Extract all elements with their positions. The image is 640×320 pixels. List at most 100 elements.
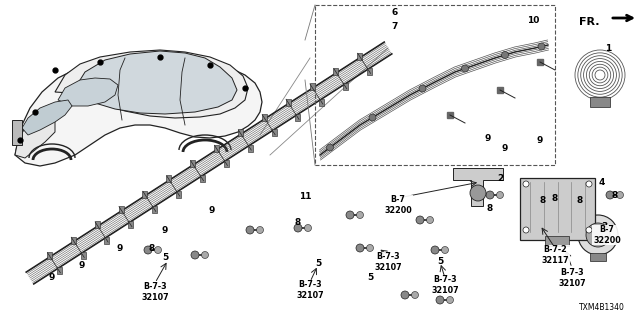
Text: B-7-3
32107: B-7-3 32107 [431,275,459,295]
Text: B-7-2
32117: B-7-2 32117 [541,245,569,265]
Bar [296,114,300,121]
Text: 9: 9 [49,273,55,282]
Circle shape [436,296,444,304]
Circle shape [431,246,439,254]
Circle shape [442,246,449,253]
Text: 9: 9 [117,244,123,252]
Bar [200,175,205,182]
Circle shape [523,181,529,187]
Text: 5: 5 [315,259,321,268]
Circle shape [367,244,374,252]
Bar [224,160,228,167]
Text: 2: 2 [497,173,503,182]
Polygon shape [22,100,72,135]
Circle shape [346,211,354,219]
Bar [315,5,555,165]
Bar [367,68,372,75]
Circle shape [246,226,254,234]
Polygon shape [55,50,248,118]
Bar [166,175,172,182]
Circle shape [426,217,433,223]
Circle shape [616,191,623,198]
Text: 8: 8 [577,196,583,204]
Circle shape [326,144,333,151]
Circle shape [191,251,199,259]
Text: 9: 9 [162,226,168,235]
Text: 5: 5 [367,274,373,283]
Circle shape [538,43,545,50]
Circle shape [586,223,610,247]
Circle shape [294,224,302,232]
Bar [214,145,219,152]
Polygon shape [15,57,262,166]
Circle shape [356,212,364,219]
Polygon shape [15,115,55,158]
Bar [319,99,324,106]
Circle shape [578,215,618,255]
Text: TXM4B1340: TXM4B1340 [579,303,625,312]
Text: 5: 5 [437,258,443,267]
Bar [71,237,76,244]
Text: 9: 9 [537,135,543,145]
Circle shape [586,227,592,233]
Circle shape [536,191,544,199]
Circle shape [257,227,264,234]
Text: B-7-3
32107: B-7-3 32107 [296,280,324,300]
Polygon shape [453,168,503,206]
Text: 9: 9 [485,133,491,142]
Text: 10: 10 [527,15,539,25]
Bar [118,206,124,213]
Text: 9: 9 [79,260,85,269]
Text: 8: 8 [149,244,155,252]
Circle shape [579,196,586,204]
Text: 8: 8 [295,218,301,227]
Bar [81,252,86,259]
Circle shape [523,227,529,233]
Bar [545,236,569,246]
Circle shape [586,181,592,187]
Circle shape [547,191,554,198]
Text: 3: 3 [602,221,608,230]
Bar [104,236,109,244]
Bar [57,267,61,274]
Bar [129,221,133,228]
Bar [47,252,52,259]
Text: 9: 9 [502,143,508,153]
Circle shape [461,65,468,72]
Bar [248,145,253,152]
Polygon shape [58,78,118,106]
Text: B-7-3
32107: B-7-3 32107 [374,252,402,272]
Bar [343,83,348,90]
Text: 9: 9 [209,205,215,214]
Circle shape [470,185,486,201]
Text: 8: 8 [487,204,493,212]
Bar [520,178,595,240]
Circle shape [447,297,454,303]
Circle shape [144,246,152,254]
Text: 4: 4 [599,178,605,187]
Text: 6: 6 [392,7,398,17]
Text: B-7-3
32107: B-7-3 32107 [558,268,586,288]
Text: B-7
32200: B-7 32200 [593,225,621,245]
Bar [95,221,100,228]
Circle shape [401,291,409,299]
Bar [271,129,276,136]
Bar [190,160,195,167]
Circle shape [606,191,614,199]
Circle shape [502,52,509,59]
Bar [262,114,267,121]
Bar [590,97,610,107]
Text: 8: 8 [552,194,558,203]
Bar [310,84,314,91]
Circle shape [356,244,364,252]
Bar [12,120,22,145]
Text: FR.: FR. [579,17,600,27]
Circle shape [202,252,209,259]
Text: B-7-3
32107: B-7-3 32107 [141,282,169,302]
Circle shape [412,292,419,299]
Polygon shape [72,51,237,114]
Bar [590,253,606,261]
Text: 8: 8 [540,196,546,204]
Text: 5: 5 [162,253,168,262]
Circle shape [369,114,376,121]
